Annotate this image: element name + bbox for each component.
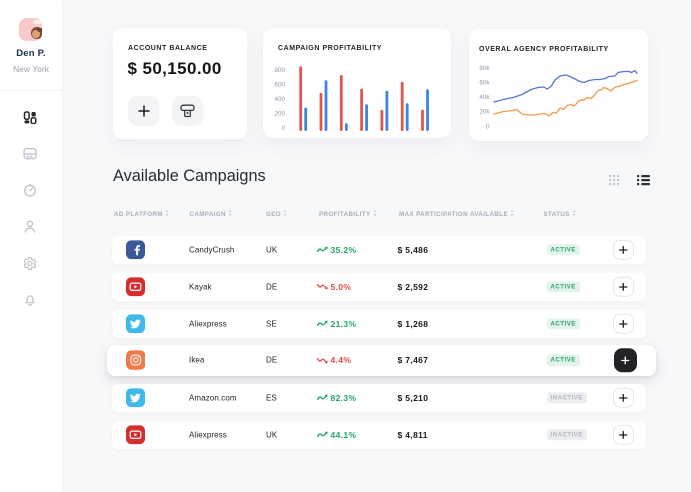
svg-text:600: 600	[274, 82, 285, 89]
svg-text:80k: 80k	[479, 65, 490, 72]
svg-text:40k: 40k	[479, 94, 490, 101]
svg-text:200: 200	[274, 111, 285, 118]
svg-text:0: 0	[281, 125, 285, 132]
svg-text:20k: 20k	[479, 109, 490, 116]
svg-text:800: 800	[274, 67, 285, 74]
svg-text:0: 0	[486, 123, 490, 130]
svg-text:60k: 60k	[479, 80, 490, 87]
svg-text:400: 400	[274, 96, 285, 103]
